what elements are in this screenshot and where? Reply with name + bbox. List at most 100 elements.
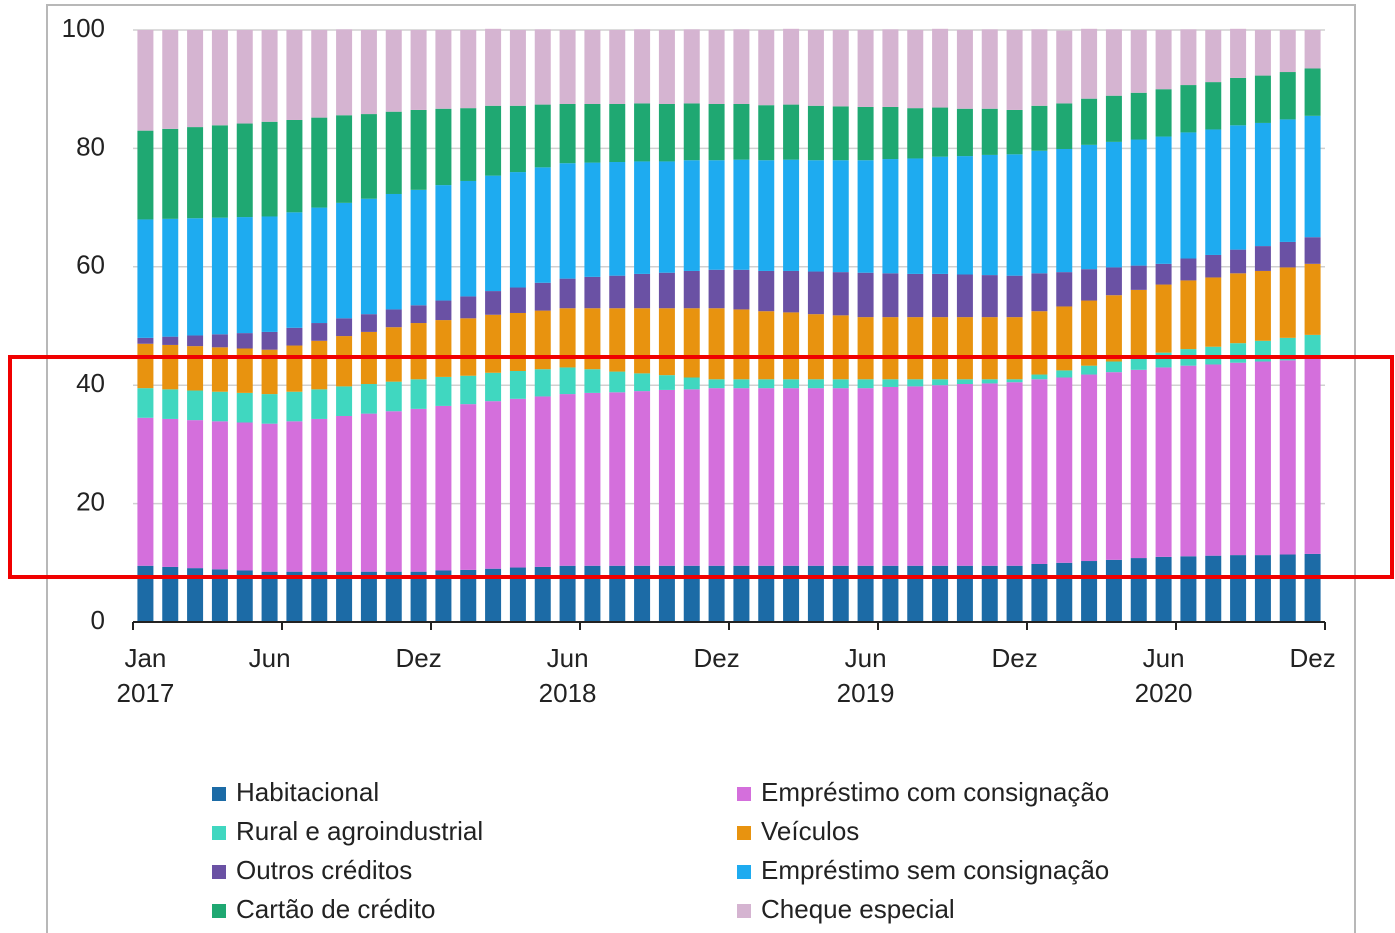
bar-segment [1006,565,1023,622]
bar-segment [584,308,601,370]
bar-segment [1205,277,1222,347]
bar-segment [981,154,998,276]
bar-segment [807,379,824,389]
bar-segment [1155,89,1172,137]
bar-segment [1279,72,1296,120]
bar-segment [733,29,750,104]
bar-segment [584,162,601,277]
x-tick-label: Jun 2019 [837,643,895,708]
bar-segment [534,29,551,105]
bar-segment [261,349,278,395]
bar-segment [1230,555,1247,622]
bar-segment [683,160,700,271]
bar-segment [783,28,800,105]
bar-segment [534,167,551,283]
bar-segment [137,417,154,566]
bar-segment [609,30,626,104]
bar-segment [261,394,278,424]
bar-segment [1006,109,1023,155]
bar-segment [907,386,924,566]
bar-segment [683,565,700,622]
y-tick-label: 0 [91,605,105,635]
bar-segment [807,565,824,622]
x-tick-label-line: Dez [693,643,739,673]
bar-segment [783,565,800,622]
bar-segment [683,103,700,161]
bar-segment [137,219,154,338]
bar-segment [1230,28,1247,78]
bar-segment [758,105,775,161]
bar-segment [758,311,775,380]
bar-segment [137,565,154,622]
bar-segment [1031,105,1048,151]
bar-segment [211,125,228,218]
bar-segment [1081,300,1098,366]
bar-segment [1230,249,1247,274]
bar-segment [336,415,353,572]
bar-segment [1031,29,1048,106]
bar-segment [187,420,204,569]
bar-segment [1180,556,1197,622]
bar-segment [807,314,824,380]
bar-segment [435,185,452,301]
bar-segment [360,384,377,414]
bar-segment [981,29,998,109]
legend-swatch [737,904,751,918]
x-tick-label-line: Jun [249,643,291,673]
bar-segment [733,159,750,270]
legend-swatch [212,787,226,801]
bar-segment [634,161,651,274]
bar-segment [410,408,427,572]
bar-segment [1006,379,1023,383]
bar-segment [559,394,576,566]
bar-segment [634,308,651,374]
bar-segment [485,372,502,402]
bar-segment [1031,273,1048,312]
bar-segment [311,340,328,390]
bar-segment [634,565,651,622]
bar-segment [261,121,278,217]
bar-segment [1180,132,1197,259]
legend-swatch [737,826,751,840]
bar-segment [932,385,949,566]
bar-segment [485,175,502,292]
bar-segment [683,389,700,566]
bar-segment [211,391,228,422]
bar-segment [385,411,402,572]
bar-segment [1180,258,1197,281]
bar-segment [956,384,973,566]
bar-segment [584,565,601,622]
bar-segment [708,30,725,104]
bar-segment [1130,369,1147,559]
x-tick-label: Jun [249,643,291,673]
bar-segment [460,296,477,319]
x-tick-label-line: Jun [547,643,589,673]
bar-segment [435,320,452,377]
bar-segment [1279,554,1296,622]
bar-segment [1105,361,1122,373]
bar-segment [807,160,824,272]
bar-segment [559,30,576,104]
bar-segment [683,308,700,378]
bar-segment [658,565,675,622]
bar-segment [236,392,253,423]
frame [46,4,1356,933]
bar-segment [286,571,303,622]
bar-segment [336,571,353,622]
bar-segment [162,418,179,567]
bar-segment [360,413,377,572]
bar-segment [634,391,651,566]
bar-segment [1180,280,1197,350]
x-tick-label: Jan 2017 [116,643,174,708]
bar-segment [336,202,353,319]
bar-segment [708,104,725,161]
bar-segment [634,103,651,162]
bar-segment [832,272,849,316]
bar-segment [311,323,328,341]
bar-segment [236,570,253,622]
bar-segment [261,30,278,122]
bar-segment [385,111,402,194]
bar-segment [211,334,228,348]
bar-segment [187,218,204,336]
bar-segment [1130,289,1147,357]
